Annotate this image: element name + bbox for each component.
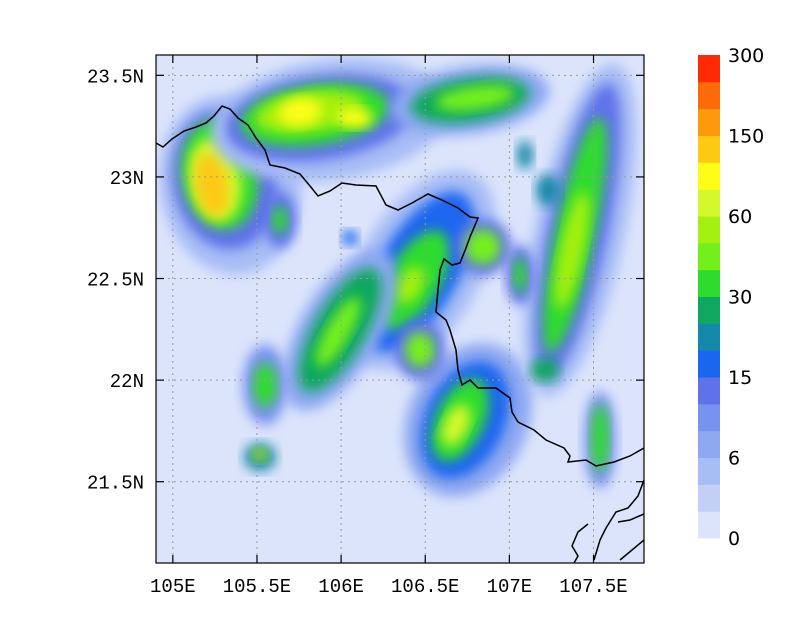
country-borders bbox=[156, 105, 644, 563]
precip-contour-18 bbox=[554, 191, 590, 309]
coastline-1 bbox=[593, 479, 644, 561]
colorbar-segment-10 bbox=[698, 242, 720, 271]
colorbar-segment-17 bbox=[698, 55, 720, 83]
coastline-4 bbox=[619, 539, 644, 561]
coastline-3 bbox=[571, 523, 589, 563]
plot-area bbox=[155, 54, 645, 564]
precip-contour-41 bbox=[513, 257, 527, 293]
precip-contour-43 bbox=[536, 174, 560, 206]
colorbar-label: 6 bbox=[728, 448, 740, 470]
colorbar-segment-16 bbox=[698, 81, 720, 110]
x-tick-label: 105E bbox=[150, 576, 196, 598]
y-tick-label: 21.5N bbox=[87, 473, 144, 495]
colorbar-segment-8 bbox=[698, 296, 720, 324]
colorbar-segment-3 bbox=[698, 430, 720, 458]
x-tick-label: 107E bbox=[487, 576, 533, 598]
colorbar-segment-2 bbox=[698, 457, 720, 485]
precip-contour-37 bbox=[253, 363, 277, 407]
precip-contour-42 bbox=[531, 358, 559, 382]
colorbar-segment-0 bbox=[698, 511, 720, 539]
colorbar-segment-1 bbox=[698, 484, 720, 512]
colorbar-segment-14 bbox=[698, 135, 720, 163]
precip-contour-31 bbox=[441, 404, 471, 446]
colorbar-label: 30 bbox=[728, 287, 752, 309]
colorbar-label: 300 bbox=[728, 45, 764, 67]
y-tick-label: 23N bbox=[110, 168, 144, 190]
precip-contour-22 bbox=[395, 266, 425, 304]
colorbar-segment-7 bbox=[698, 323, 720, 351]
colorbar-segment-15 bbox=[698, 108, 720, 136]
colorbar-segment-5 bbox=[698, 377, 720, 405]
colorbar-segment-6 bbox=[698, 350, 720, 378]
colorbar-label: 0 bbox=[728, 528, 740, 550]
colorbar-segment-4 bbox=[698, 403, 720, 432]
colorbar-segment-13 bbox=[698, 162, 720, 190]
precip-contour-47 bbox=[342, 230, 358, 246]
colorbar-label: 15 bbox=[728, 367, 752, 389]
precip-contour-5 bbox=[195, 153, 229, 217]
precip-contour-46 bbox=[272, 206, 288, 234]
colorbar: 0 6 15 30 60 150 300 bbox=[698, 45, 764, 550]
precip-contour-35 bbox=[591, 404, 609, 472]
colorbar-segment-11 bbox=[698, 216, 720, 244]
precip-contour-44 bbox=[517, 141, 533, 169]
precip-contour-27 bbox=[465, 229, 501, 265]
y-tick-label: 22N bbox=[110, 371, 144, 393]
coastline-2 bbox=[617, 513, 644, 523]
precip-contour-14 bbox=[435, 84, 515, 112]
precip-contour-25 bbox=[315, 296, 361, 368]
x-tick-label: 106.5E bbox=[391, 576, 459, 598]
gridlines bbox=[156, 55, 644, 563]
precip-contour-11 bbox=[337, 108, 373, 128]
x-axis: 105E 105.5E 106E 106.5E 107E 107.5E bbox=[150, 55, 628, 598]
border-china-vietnam bbox=[156, 105, 644, 467]
precip-contour-10 bbox=[278, 97, 322, 127]
y-tick-label: 23.5N bbox=[87, 66, 144, 88]
colorbar-label: 60 bbox=[728, 206, 752, 228]
plot-frame bbox=[155, 54, 645, 564]
colorbar-segment-12 bbox=[698, 189, 720, 217]
precip-contour-39 bbox=[252, 448, 268, 462]
precip-contour-33 bbox=[405, 332, 435, 368]
x-tick-label: 106E bbox=[318, 576, 364, 598]
precip-field bbox=[159, 58, 637, 497]
y-tick-label: 22.5N bbox=[87, 270, 144, 292]
y-axis: 21.5N 22N 22.5N 23N 23.5N bbox=[87, 66, 644, 495]
x-tick-label: 107.5E bbox=[559, 576, 627, 598]
colorbar-label: 150 bbox=[728, 126, 764, 148]
colorbar-segment-9 bbox=[698, 269, 720, 297]
x-tick-label: 105.5E bbox=[223, 576, 291, 598]
